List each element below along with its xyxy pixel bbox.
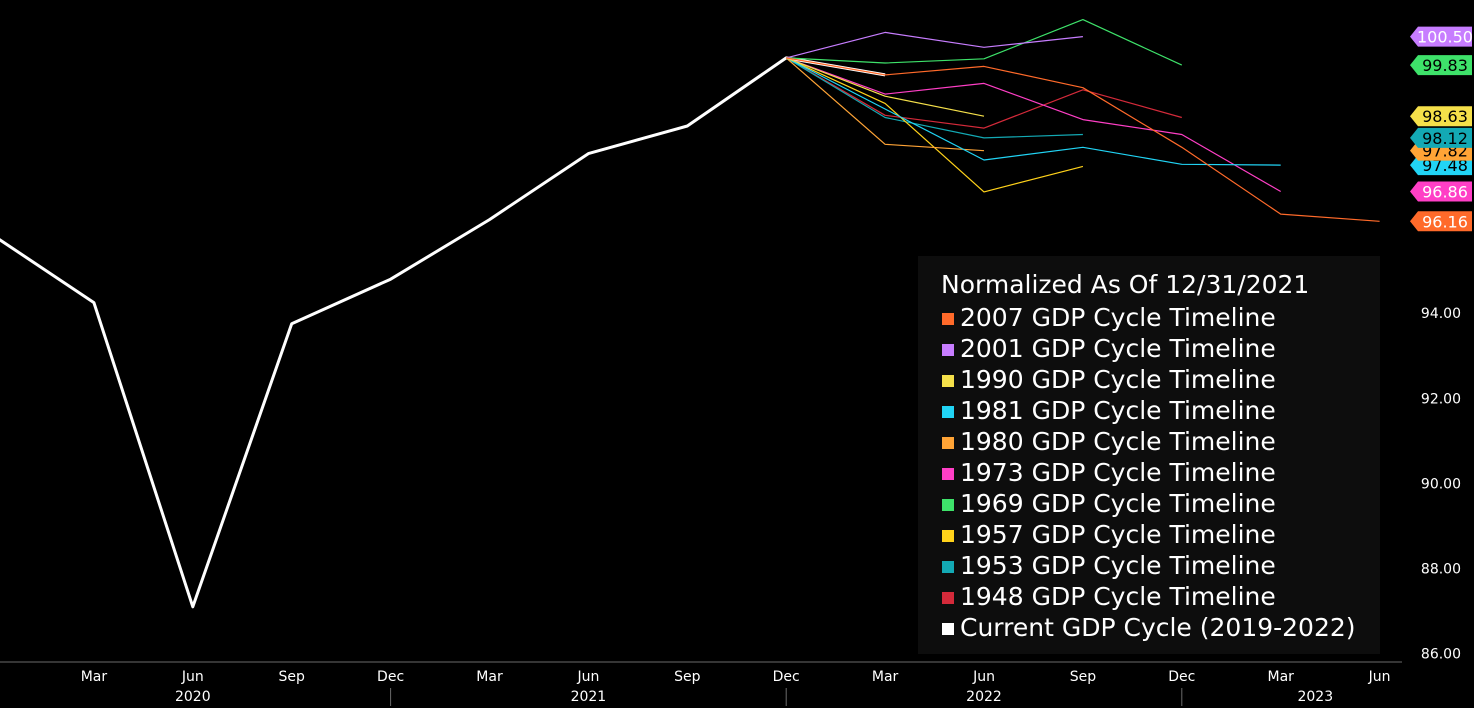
value-tag-shape	[1410, 181, 1472, 202]
legend-item: 1973 GDP Cycle Timeline	[942, 457, 1276, 488]
legend-swatch	[942, 592, 954, 604]
legend-item: 1981 GDP Cycle Timeline	[942, 395, 1276, 426]
legend-label: 1990 GDP Cycle Timeline	[960, 365, 1276, 394]
value-tag-shape	[1410, 127, 1472, 148]
legend-label: 1953 GDP Cycle Timeline	[960, 551, 1276, 580]
y-tick-label: 90.00	[1421, 476, 1461, 492]
legend-label: 2001 GDP Cycle Timeline	[960, 334, 1276, 363]
legend-item: 1969 GDP Cycle Timeline	[942, 488, 1276, 519]
x-tick-label: Dec	[773, 669, 800, 685]
series-line-1980-gdp-cycle-timeline	[785, 57, 985, 152]
legend-label: 2007 GDP Cycle Timeline	[960, 303, 1276, 332]
value-tag-shape	[1410, 26, 1472, 47]
y-tick-label: 94.00	[1421, 306, 1461, 322]
value-tag: 96.86	[1410, 181, 1472, 202]
legend-label: 1980 GDP Cycle Timeline	[960, 427, 1276, 456]
value-tag-label: 99.83	[1422, 56, 1468, 75]
x-tick-label: Sep	[1070, 669, 1097, 685]
x-year-label: 2022	[966, 689, 1002, 705]
value-tag: 100.50	[1410, 26, 1473, 47]
series-line-1981-gdp-cycle-timeline	[785, 57, 1281, 166]
series-line-1948-gdp-cycle-timeline	[785, 57, 1182, 129]
legend-item: 2001 GDP Cycle Timeline	[942, 333, 1276, 364]
x-tick-label: Mar	[872, 669, 899, 685]
legend-item: 2007 GDP Cycle Timeline	[942, 302, 1276, 333]
x-tick-label: Jun	[576, 669, 599, 685]
legend-item: 1957 GDP Cycle Timeline	[942, 519, 1276, 550]
value-tag: 96.16	[1410, 211, 1472, 232]
legend-swatch	[942, 561, 954, 573]
legend-item: 1953 GDP Cycle Timeline	[942, 550, 1276, 581]
series-line-1973-gdp-cycle-timeline	[785, 57, 1281, 193]
x-year-label: 2023	[1297, 689, 1333, 705]
legend-swatch	[942, 313, 954, 325]
x-tick-label: Dec	[1168, 669, 1195, 685]
legend-item: 1948 GDP Cycle Timeline	[942, 581, 1276, 612]
value-tag-label: 98.63	[1422, 107, 1468, 126]
legend-item: 1990 GDP Cycle Timeline	[942, 364, 1276, 395]
x-tick-label: Dec	[377, 669, 404, 685]
value-tag-label: 96.16	[1422, 212, 1468, 231]
legend-swatch	[942, 375, 954, 387]
legend-swatch	[942, 499, 954, 511]
legend-label: 1973 GDP Cycle Timeline	[960, 458, 1276, 487]
x-tick-label: Mar	[476, 669, 503, 685]
series-line-2007-gdp-cycle-timeline	[786, 57, 1380, 222]
value-tag-label: 100.50	[1417, 28, 1473, 47]
legend-swatch	[942, 344, 954, 356]
legend-item: 1980 GDP Cycle Timeline	[942, 426, 1276, 457]
series-line-1990-gdp-cycle-timeline	[785, 57, 985, 117]
value-tag: 99.83	[1410, 55, 1472, 76]
series-line-1953-gdp-cycle-timeline	[785, 57, 1083, 139]
value-tag-shape	[1410, 55, 1472, 76]
y-tick-label: 86.00	[1421, 647, 1461, 663]
legend-swatch	[942, 468, 954, 480]
y-tick-label: 88.00	[1421, 562, 1461, 578]
x-year-label: 2020	[175, 689, 211, 705]
legend-swatch	[942, 623, 954, 635]
legend-swatch	[942, 406, 954, 418]
value-tag: 98.12	[1410, 127, 1472, 148]
x-tick-label: Jun	[1368, 669, 1391, 685]
x-tick-label: Sep	[279, 669, 306, 685]
value-tag-label: 97.48	[1422, 156, 1468, 175]
legend-item: Current GDP Cycle (2019-2022)	[942, 612, 1356, 643]
legend-swatch	[942, 530, 954, 542]
x-tick-label: Mar	[1267, 669, 1294, 685]
value-tag: 98.63	[1410, 106, 1472, 127]
value-tag-label: 96.86	[1422, 183, 1468, 202]
legend-label: 1948 GDP Cycle Timeline	[960, 582, 1276, 611]
legend-label: 1981 GDP Cycle Timeline	[960, 396, 1276, 425]
value-tag-shape	[1410, 106, 1472, 127]
x-tick-label: Jun	[972, 669, 995, 685]
x-tick-label: Jun	[181, 669, 204, 685]
legend-label: 1957 GDP Cycle Timeline	[960, 520, 1276, 549]
legend-label: 1969 GDP Cycle Timeline	[960, 489, 1276, 518]
legend: Normalized As Of 12/31/2021 2007 GDP Cyc…	[918, 256, 1380, 654]
legend-label: Current GDP Cycle (2019-2022)	[960, 613, 1356, 642]
series-line-2001-gdp-cycle-timeline	[786, 31, 1083, 59]
y-tick-label: 92.00	[1421, 391, 1461, 407]
legend-swatch	[942, 437, 954, 449]
series-line-current-gdp-cycle-2019-2022	[0, 56, 886, 609]
x-tick-label: Mar	[81, 669, 108, 685]
x-year-label: 2021	[571, 689, 607, 705]
legend-title: Normalized As Of 12/31/2021	[941, 270, 1310, 299]
value-tag-shape	[1410, 211, 1472, 232]
x-tick-label: Sep	[674, 669, 701, 685]
value-tag-label: 98.12	[1422, 129, 1468, 148]
series-line-1969-gdp-cycle-timeline	[786, 19, 1183, 66]
